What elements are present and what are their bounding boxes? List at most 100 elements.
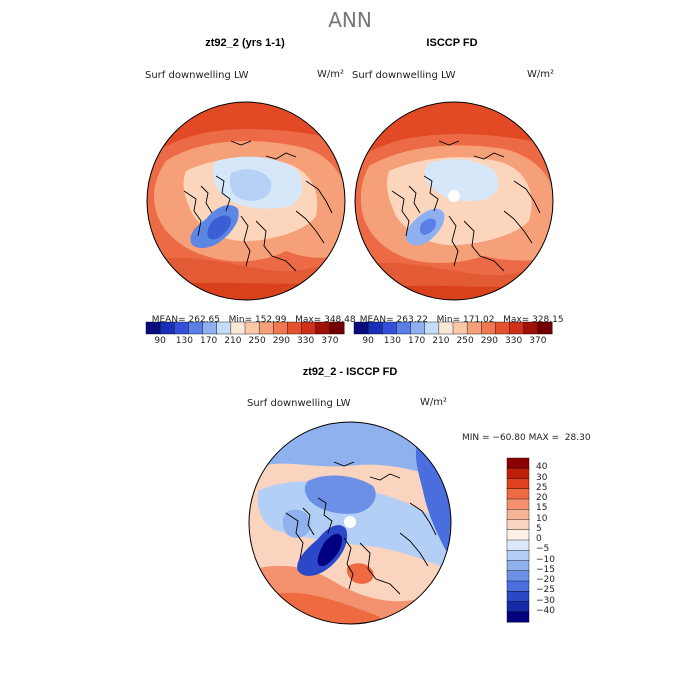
diff-colorbar-swatch — [506, 539, 530, 551]
left-colorbar-swatch — [230, 321, 246, 335]
right-colorbar-swatch — [438, 321, 454, 335]
diff-colorbar-swatch — [506, 509, 530, 521]
left-colorbar-swatch — [315, 321, 331, 335]
left-max-value: 348.48 — [324, 315, 356, 325]
diff-colorbar-label: 40 — [536, 462, 548, 473]
diff-colorbar-swatch — [506, 498, 530, 510]
right-colorbar-tick-label: 290 — [480, 336, 498, 346]
right-colorbar-swatch — [367, 321, 383, 335]
left-panel-title: zt92_2 (yrs 1-1) — [205, 37, 285, 49]
left-colorbar-tick-label: 210 — [224, 336, 242, 346]
diff-colorbar-swatch — [506, 468, 530, 480]
right-colorbar-swatch — [523, 321, 539, 335]
diff-colorbar-label: 30 — [536, 472, 548, 483]
right-colorbar-swatch — [353, 321, 369, 335]
diff-colorbar-swatch — [506, 591, 530, 603]
diff-colorbar-swatch — [506, 519, 530, 531]
right-min-label: Min= — [436, 315, 461, 325]
left-mean-value: 262.65 — [188, 315, 221, 325]
diff-colorbar-swatch — [506, 580, 530, 592]
diff-colorbar-label: −10 — [536, 554, 555, 565]
diff-colorbar-swatch — [506, 550, 530, 562]
right-colorbar-swatch — [396, 321, 412, 335]
left-colorbar-tick-label: 330 — [297, 336, 315, 346]
left-colorbar-swatch — [273, 321, 288, 335]
diff-panel-title: zt92_2 - ISCCP FD — [302, 366, 398, 378]
diff-units-label: W/m² — [420, 397, 448, 408]
right-mean-label: MEAN= — [359, 315, 394, 325]
diff-minmax-stats: MIN = −60.80 MAX = 28.30 — [462, 433, 591, 443]
right-max-value: 328.15 — [532, 315, 564, 325]
left-colorbar-tick-label: 130 — [175, 336, 193, 346]
right-colorbar-tick-label: 210 — [432, 336, 450, 346]
diff-polar-map — [248, 421, 452, 625]
left-colorbar-tick-label: 90 — [154, 336, 166, 346]
left-colorbar-swatch — [159, 321, 175, 335]
right-units-label: W/m² — [527, 69, 555, 80]
left-max-label: Max= — [295, 315, 322, 325]
right-colorbar-swatch — [481, 321, 496, 335]
left-colorbar-swatch — [174, 321, 189, 335]
right-colorbar-swatch — [509, 321, 525, 335]
diff-colorbar-label: −15 — [536, 564, 555, 575]
diff-colorbar-label: −25 — [536, 585, 555, 596]
right-colorbar-swatch — [424, 321, 440, 335]
diff-colorbar-label: 0 — [536, 534, 542, 544]
left-colorbar-swatch — [258, 321, 274, 335]
left-colorbar-ticks: 90 130 170 210 250 290 330 370 — [146, 336, 344, 348]
diff-colorbar-swatch — [506, 611, 530, 623]
diff-colorbar-label: −30 — [536, 595, 555, 606]
left-colorbar — [145, 321, 345, 335]
left-colorbar-tick-label: 370 — [321, 336, 339, 346]
left-colorbar-swatch — [188, 321, 204, 335]
right-mean-value: 263.22 — [396, 315, 429, 325]
right-panel-title: ISCCP FD — [426, 37, 478, 49]
left-mean-label: MEAN= — [151, 315, 186, 325]
right-polar-map — [354, 101, 554, 301]
right-stats: MEAN= 263.22 Min= 171.02 Max= 328.15 — [354, 305, 564, 325]
diff-colorbar-label: 25 — [536, 482, 548, 493]
left-colorbar-swatch — [287, 321, 303, 335]
left-colorbar-tick-label: 290 — [272, 336, 290, 346]
left-units-label: W/m² — [317, 69, 345, 80]
left-colorbar-swatch — [329, 321, 345, 335]
left-variable-label: Surf downwelling LW — [145, 70, 249, 81]
right-colorbar-tick-label: 330 — [505, 336, 523, 346]
diff-colorbar-swatch — [506, 488, 530, 500]
right-colorbar-ticks: 90 130 170 210 250 290 330 370 — [354, 336, 552, 348]
right-colorbar-swatch — [537, 321, 553, 335]
diff-variable-label: Surf downwelling LW — [247, 398, 351, 409]
diff-colorbar-label: −20 — [536, 575, 555, 585]
right-colorbar-tick-label: 170 — [408, 336, 426, 346]
diff-colorbar-swatch — [506, 478, 530, 490]
right-colorbar-swatch — [466, 321, 482, 335]
diff-colorbar — [506, 457, 530, 623]
diff-colorbar-swatch — [506, 560, 530, 572]
diff-colorbar-swatch — [506, 529, 530, 541]
left-colorbar-swatch — [216, 321, 232, 335]
left-colorbar-tick-label: 170 — [200, 336, 218, 346]
diff-colorbar-swatch — [506, 601, 530, 613]
figure-title: ANN — [328, 8, 372, 32]
right-colorbar-swatch — [410, 321, 426, 335]
left-stats: MEAN= 262.65 Min= 152.99 Max= 348.48 — [146, 305, 356, 325]
diff-colorbar-label: 10 — [536, 513, 548, 524]
right-colorbar-tick-label: 250 — [456, 336, 474, 346]
left-colorbar-swatch — [145, 321, 161, 335]
right-variable-label: Surf downwelling LW — [352, 70, 456, 81]
diff-colorbar-label: 5 — [536, 523, 542, 534]
left-colorbar-swatch — [244, 321, 260, 335]
diff-colorbar-label: −5 — [536, 544, 550, 555]
diff-colorbar-swatch — [506, 457, 530, 469]
diff-colorbar-label: 15 — [536, 503, 548, 514]
right-min-value: 171.02 — [462, 315, 495, 325]
diff-colorbar-labels: 40 30 25 20 15 10 5 0 −5 −10 −15 −20 −25 −30 −40 — [536, 458, 576, 622]
left-colorbar-tick-label: 250 — [248, 336, 266, 346]
right-colorbar-tick-label: 90 — [362, 336, 374, 346]
diff-colorbar-label: −40 — [536, 605, 555, 616]
diff-colorbar-swatch — [506, 570, 530, 582]
left-colorbar-swatch — [202, 321, 218, 335]
left-min-value: 152.99 — [254, 315, 287, 325]
right-colorbar-tick-label: 370 — [529, 336, 547, 346]
right-colorbar-tick-label: 130 — [383, 336, 401, 346]
